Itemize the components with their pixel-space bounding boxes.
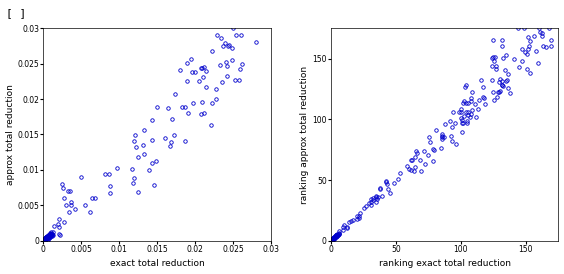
Text: [ ]: [ ]	[6, 8, 26, 18]
X-axis label: exact total reduction: exact total reduction	[110, 259, 205, 269]
X-axis label: ranking exact total reduction: ranking exact total reduction	[378, 259, 510, 269]
Y-axis label: ranking approx total reduction: ranking approx total reduction	[301, 65, 310, 204]
Y-axis label: approx total reduction: approx total reduction	[6, 84, 15, 185]
